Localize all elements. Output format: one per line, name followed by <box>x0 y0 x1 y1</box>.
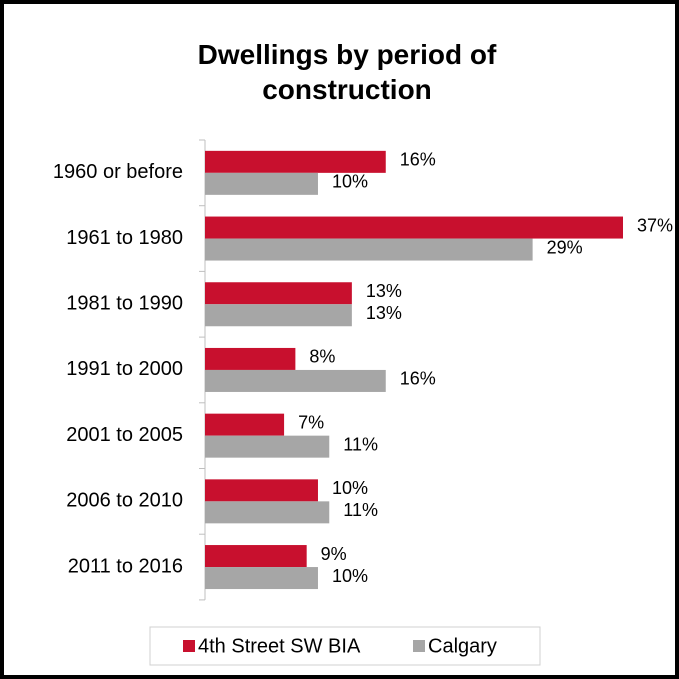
bar <box>205 238 533 261</box>
data-label: 11% <box>343 434 378 454</box>
data-label: 13% <box>366 303 402 323</box>
bar <box>205 150 386 173</box>
data-label: 10% <box>332 566 368 586</box>
bar <box>205 347 296 370</box>
legend-swatch <box>183 640 195 652</box>
y-tick-label: 1960 or before <box>53 161 183 183</box>
bar <box>205 413 285 436</box>
bar <box>205 282 352 305</box>
data-label: 10% <box>332 478 368 498</box>
data-label: 10% <box>332 172 368 192</box>
bar <box>205 435 330 458</box>
y-tick-label: 2006 to 2010 <box>66 490 183 512</box>
bar <box>205 216 623 239</box>
y-tick-label: 2011 to 2016 <box>68 555 183 577</box>
y-tick-label: 1991 to 2000 <box>66 358 183 380</box>
bar <box>205 479 318 502</box>
bar <box>205 545 307 568</box>
bar <box>205 567 318 590</box>
data-label: 7% <box>298 412 324 432</box>
data-label: 16% <box>400 369 436 389</box>
title-line: Dwellings by period of <box>198 39 497 70</box>
data-label: 11% <box>343 500 378 520</box>
chart-title: Dwellings by period of construction <box>198 39 497 105</box>
data-label: 8% <box>309 347 335 367</box>
y-tick-label: 2001 to 2005 <box>66 424 183 446</box>
bar <box>205 172 318 195</box>
title-line: construction <box>262 74 432 105</box>
data-label: 16% <box>400 150 436 170</box>
bar <box>205 304 352 327</box>
legend-box <box>149 626 541 666</box>
y-tick-label: 1961 to 1980 <box>66 227 183 249</box>
legend-label: Calgary <box>428 635 497 657</box>
data-label: 13% <box>366 281 402 301</box>
data-label: 29% <box>547 237 583 257</box>
data-label: 9% <box>321 544 347 564</box>
bar <box>205 369 386 392</box>
bar <box>205 501 330 524</box>
legend-swatch <box>413 640 425 652</box>
data-label: 37% <box>637 215 673 235</box>
legend-label: 4th Street SW BIA <box>198 635 361 657</box>
y-tick-label: 1981 to 1990 <box>66 293 183 315</box>
